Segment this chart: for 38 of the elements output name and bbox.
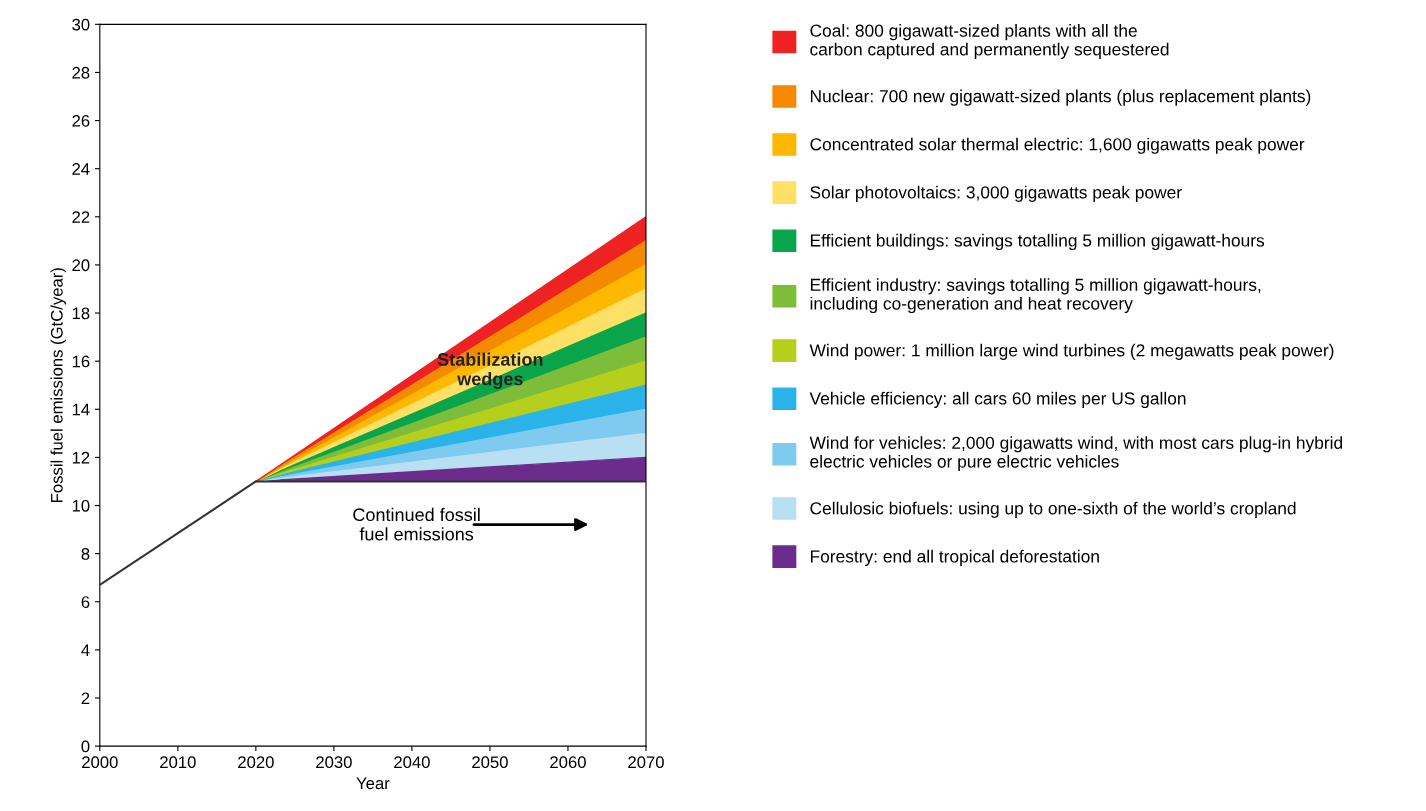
y-tick-label: 4: [81, 644, 90, 656]
legend-label: Cellulosic biofuels: using up to one-sixth of the world’s cropland: [810, 501, 1296, 518]
legend-label: Solar photovoltaics: 3,000 gigawatts peak power: [810, 185, 1182, 202]
legend-label: Vehicle efficiency: all cars 60 miles per US gallon: [809, 391, 1186, 409]
y-tick-label: 20: [72, 259, 90, 272]
x-tick-label: 2010: [160, 756, 196, 769]
y-tick-label: 16: [72, 355, 90, 368]
legend-label: Coal: 800 gigawatt-sized plants with all the carbon captured and permanently sequestered: [810, 24, 1169, 59]
annotation: Continued fossil fuel emissions: [353, 507, 480, 541]
x-axis-title: Year: [356, 777, 390, 790]
y-tick-label: 6: [81, 596, 90, 608]
y-tick-label: 0: [81, 740, 90, 753]
y-tick-label: 28: [72, 66, 90, 79]
legend-label: Concentrated solar thermal electric: 1,600 gigawatts peak power: [810, 137, 1305, 154]
y-axis-title: Fossil fuel emissions (GtC/year): [50, 268, 67, 502]
y-tick-label: 2: [81, 692, 90, 705]
y-tick-label: 18: [72, 307, 90, 320]
legend-label: Efficient industry: savings totalling 5 million gigawatt-hours, including co-generation and heat recovery: [810, 278, 1261, 314]
legend-label: Wind power: 1 million large wind turbines (2 megawatts peak power): [809, 343, 1334, 360]
x-tick-label: 2040: [394, 756, 430, 769]
y-tick-label: 12: [72, 451, 90, 464]
legend-label: Efficient buildings: savings totalling 5 million gigawatt-hours: [810, 233, 1265, 251]
legend-label: Nuclear: 700 new gigawatt-sized plants (plus replacement plants): [810, 89, 1311, 106]
x-tick-label: 2020: [238, 756, 274, 769]
y-tick-label: 22: [72, 211, 90, 223]
legend-label: Forestry: end all tropical deforestation: [810, 549, 1099, 566]
x-tick-label: 2070: [628, 756, 664, 769]
y-tick-label: 24: [72, 163, 90, 175]
y-tick-label: 8: [81, 548, 90, 560]
x-tick-label: 2000: [82, 756, 118, 769]
x-tick-label: 2030: [316, 756, 352, 769]
x-tick-label: 2050: [472, 756, 508, 769]
x-tick-label: 2060: [550, 756, 586, 769]
y-tick-label: 26: [72, 114, 90, 127]
y-tick-label: 14: [72, 403, 90, 416]
y-tick-label: 30: [72, 18, 90, 31]
legend-label: Wind for vehicles: 2,000 gigawatts wind, with most cars plug-in hybrid electric vehicles or pure electric vehicles: [809, 436, 1343, 472]
y-tick-label: 10: [72, 499, 90, 512]
